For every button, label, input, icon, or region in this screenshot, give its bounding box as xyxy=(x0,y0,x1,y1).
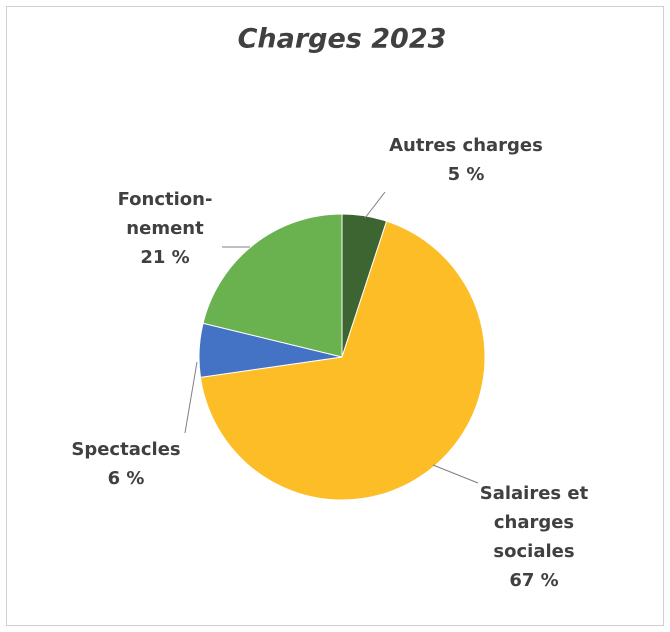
category-label: Spectacles xyxy=(71,439,180,460)
leader-line xyxy=(432,464,479,484)
value-label: 21 % xyxy=(140,247,189,268)
value-label: 5 % xyxy=(448,164,485,185)
pie-slice xyxy=(202,213,343,358)
leader-line xyxy=(364,191,386,219)
chart-title: Charges 2023 xyxy=(238,24,447,55)
leader-line xyxy=(184,361,198,434)
category-label: Fonction-nement xyxy=(118,189,213,239)
pie-slice xyxy=(199,220,486,501)
category-label: Salaires et charges sociales xyxy=(480,483,589,562)
value-label: 67 % xyxy=(509,570,558,591)
value-label: 6 % xyxy=(108,468,145,489)
category-label: Autres charges xyxy=(389,135,543,156)
